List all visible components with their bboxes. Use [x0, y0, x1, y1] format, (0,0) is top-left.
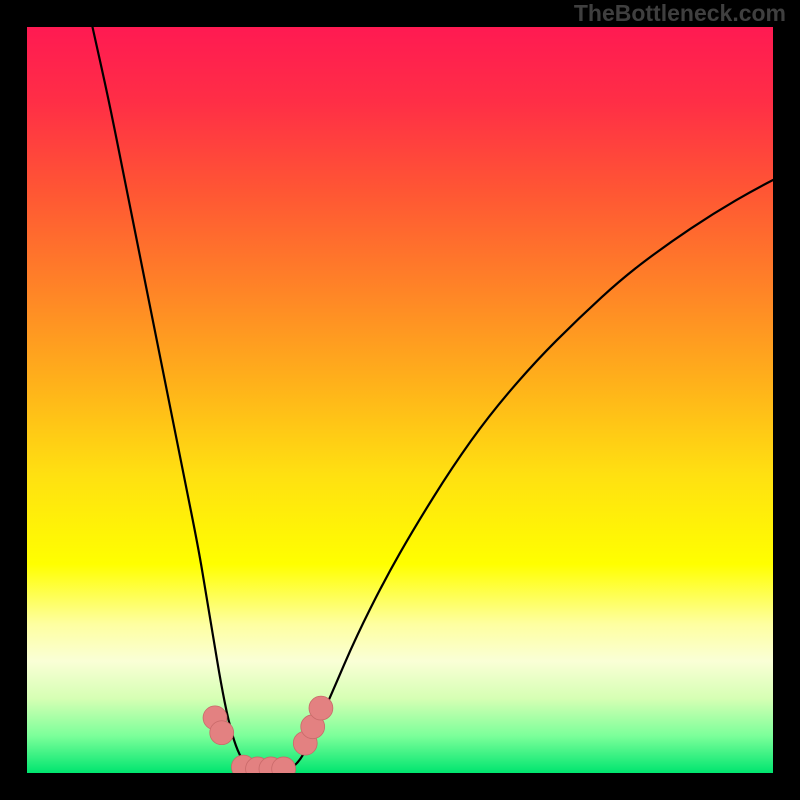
chart-frame: TheBottleneck.com: [0, 0, 800, 800]
chart-background-gradient: [27, 27, 773, 773]
curve-marker: [309, 696, 333, 720]
chart-svg: [0, 0, 800, 800]
curve-marker: [210, 721, 234, 745]
watermark-text: TheBottleneck.com: [574, 0, 786, 27]
